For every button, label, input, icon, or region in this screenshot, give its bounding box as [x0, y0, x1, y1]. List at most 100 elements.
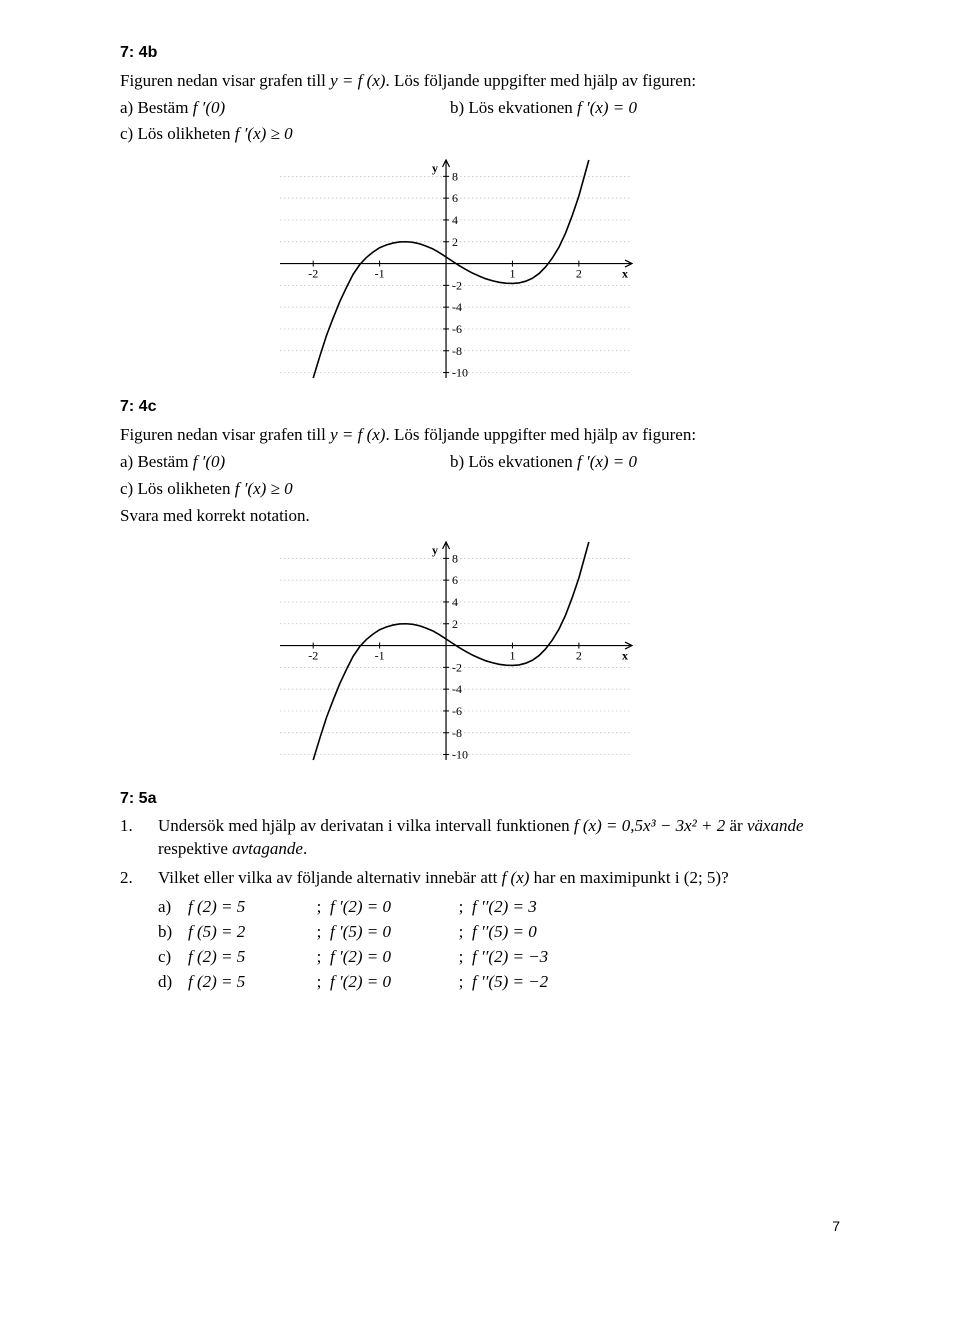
eq-row-p2: f ′(2) = 0: [330, 946, 450, 969]
svg-text:-2: -2: [308, 648, 318, 662]
svg-text:1: 1: [509, 648, 515, 662]
svg-text:-1: -1: [375, 648, 385, 662]
svg-text:-2: -2: [308, 267, 318, 281]
item-4c-c: c) Lös olikheten f ′(x) ≥ 0: [120, 478, 840, 501]
note-4c: Svara med korrekt notation.: [120, 505, 840, 528]
svg-text:y: y: [432, 161, 438, 175]
eq-rows: a)f (2) = 5;f ′(2) = 0;f ′′(2) = 3b)f (5…: [158, 896, 840, 994]
item-4b-c-pre: c) Lös olikheten: [120, 124, 235, 143]
eq-row: c)f (2) = 5;f ′(2) = 0;f ′′(2) = −3: [158, 946, 840, 969]
svg-text:-2: -2: [452, 660, 462, 674]
eq-row-p2: f ′(2) = 0: [330, 896, 450, 919]
eq-row-label: c): [158, 946, 188, 969]
svg-text:2: 2: [576, 267, 582, 281]
svg-text:-4: -4: [452, 301, 462, 315]
svg-text:8: 8: [452, 170, 458, 184]
item-4b-c-expr: f ′(x) ≥ 0: [235, 124, 293, 143]
page-number: 7: [832, 1217, 840, 1236]
intro-4b-post: . Lös följande uppgifter med hjälp av fi…: [385, 71, 696, 90]
q1-pre: Undersök med hjälp av derivatan i vilka …: [158, 816, 574, 835]
eq-row-p2: f ′(2) = 0: [330, 971, 450, 994]
q1-v: växande: [747, 816, 804, 835]
svg-text:1: 1: [509, 267, 515, 281]
intro-4c-fn: y = f (x): [330, 425, 385, 444]
item-4c-c-expr: f ′(x) ≥ 0: [235, 479, 293, 498]
item-4b-a-expr: f ′(0): [193, 98, 226, 117]
page: 7: 4b Figuren nedan visar grafen till y …: [60, 0, 900, 1260]
section-head-4c: 7: 4c: [120, 396, 840, 418]
svg-text:-10: -10: [452, 747, 468, 761]
svg-text:2: 2: [452, 235, 458, 249]
svg-text:-10: -10: [452, 366, 468, 380]
q2-fx: f (x): [502, 868, 530, 887]
eq-row-label: a): [158, 896, 188, 919]
eq-row-sep: ;: [308, 971, 330, 994]
intro-4b-fn: y = f (x): [330, 71, 385, 90]
svg-text:-4: -4: [452, 682, 462, 696]
item-4b-a: a) Bestäm f ′(0): [120, 97, 450, 120]
item-4c-a: a) Bestäm f ′(0): [120, 451, 450, 474]
graph-4c: -2-1122468-2-4-6-8-10xy: [270, 536, 650, 766]
eq-row-sep: ;: [450, 971, 472, 994]
eq-row-p1: f (5) = 2: [188, 921, 308, 944]
eq-row-label: b): [158, 921, 188, 944]
svg-text:-8: -8: [452, 726, 462, 740]
item-4c-c-pre: c) Lös olikheten: [120, 479, 235, 498]
eq-row-p1: f (2) = 5: [188, 971, 308, 994]
item-4c-a-expr: f ′(0): [193, 452, 226, 471]
intro-4b: Figuren nedan visar grafen till y = f (x…: [120, 70, 840, 93]
svg-text:-1: -1: [375, 267, 385, 281]
item-4c-b-pre: b) Lös ekvationen: [450, 452, 577, 471]
item-4c-a-pre: a) Bestäm: [120, 452, 193, 471]
svg-text:-2: -2: [452, 279, 462, 293]
eq-row-sep: ;: [308, 921, 330, 944]
eq-row: d)f (2) = 5;f ′(2) = 0;f ′′(5) = −2: [158, 971, 840, 994]
eq-row-p3: f ′′(5) = 0: [472, 921, 612, 944]
intro-4b-pre: Figuren nedan visar grafen till: [120, 71, 330, 90]
eq-row-p1: f (2) = 5: [188, 896, 308, 919]
row-ab-4c: a) Bestäm f ′(0) b) Lös ekvationen f ′(x…: [120, 451, 840, 474]
q2-body: Vilket eller vilka av följande alternati…: [158, 867, 840, 890]
graph-4b-wrap: -2-1122468-2-4-6-8-10xy: [270, 154, 840, 384]
eq-row-p3: f ′′(5) = −2: [472, 971, 612, 994]
svg-text:2: 2: [576, 648, 582, 662]
item-4b-c: c) Lös olikheten f ′(x) ≥ 0: [120, 123, 840, 146]
svg-text:-8: -8: [452, 344, 462, 358]
section-head-4b: 7: 4b: [120, 42, 840, 64]
q2-post: har en maximipunkt i (2; 5)?: [529, 868, 728, 887]
item-4c-b-expr: f ′(x) = 0: [577, 452, 637, 471]
eq-row-sep: ;: [450, 946, 472, 969]
q1-expr: f (x) = 0,5x³ − 3x² + 2: [574, 816, 725, 835]
q1-body: Undersök med hjälp av derivatan i vilka …: [158, 815, 840, 861]
eq-row-sep: ;: [450, 896, 472, 919]
svg-text:4: 4: [452, 213, 458, 227]
eq-row: b)f (5) = 2;f ′(5) = 0;f ′′(5) = 0: [158, 921, 840, 944]
eq-row: a)f (2) = 5;f ′(2) = 0;f ′′(2) = 3: [158, 896, 840, 919]
q2: 2. Vilket eller vilka av följande altern…: [120, 867, 840, 890]
eq-row-p2: f ′(5) = 0: [330, 921, 450, 944]
svg-text:x: x: [622, 648, 628, 662]
eq-row-label: d): [158, 971, 188, 994]
q1: 1. Undersök med hjälp av derivatan i vil…: [120, 815, 840, 861]
svg-text:2: 2: [452, 617, 458, 631]
q2-num: 2.: [120, 867, 158, 890]
q1-num: 1.: [120, 815, 158, 861]
section-head-5a: 7: 5a: [120, 788, 840, 810]
eq-row-sep: ;: [308, 896, 330, 919]
eq-row-p1: f (2) = 5: [188, 946, 308, 969]
eq-row-sep: ;: [450, 921, 472, 944]
graph-4c-wrap: -2-1122468-2-4-6-8-10xy: [270, 536, 840, 766]
item-4b-a-pre: a) Bestäm: [120, 98, 193, 117]
q2-pre: Vilket eller vilka av följande alternati…: [158, 868, 502, 887]
eq-row-p3: f ′′(2) = 3: [472, 896, 612, 919]
item-4b-b-pre: b) Lös ekvationen: [450, 98, 577, 117]
eq-row-p3: f ′′(2) = −3: [472, 946, 612, 969]
svg-text:8: 8: [452, 551, 458, 565]
item-4b-b: b) Lös ekvationen f ′(x) = 0: [450, 97, 840, 120]
svg-text:y: y: [432, 543, 438, 557]
q1-nl: respektive: [158, 839, 232, 858]
item-4b-b-expr: f ′(x) = 0: [577, 98, 637, 117]
svg-text:4: 4: [452, 595, 458, 609]
q1-dot: .: [303, 839, 307, 858]
intro-4c-pre: Figuren nedan visar grafen till: [120, 425, 330, 444]
